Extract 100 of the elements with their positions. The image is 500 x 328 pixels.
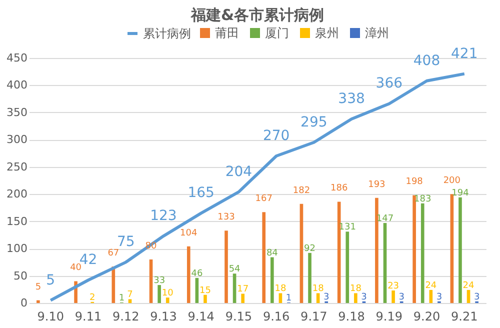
y-tick-label: 300 bbox=[6, 133, 28, 146]
y-tick-label: 400 bbox=[6, 78, 28, 92]
bar bbox=[241, 294, 244, 303]
data-label: 295 bbox=[300, 114, 328, 130]
data-label: 270 bbox=[262, 128, 290, 144]
bar bbox=[308, 252, 312, 303]
data-label: 1 bbox=[118, 293, 125, 304]
data-label: 10 bbox=[162, 288, 174, 299]
data-label: 408 bbox=[413, 52, 440, 69]
data-label: 133 bbox=[218, 212, 235, 223]
x-tick-label: 9.19 bbox=[376, 310, 403, 324]
bar bbox=[316, 293, 320, 303]
y-tick-label: 150 bbox=[6, 214, 28, 228]
data-label: 123 bbox=[150, 208, 177, 224]
bar bbox=[224, 230, 228, 303]
x-tick-label: 9.15 bbox=[225, 310, 252, 324]
x-tick-label: 9.12 bbox=[112, 310, 140, 324]
data-label: 200 bbox=[443, 176, 461, 186]
bar bbox=[158, 285, 161, 303]
legend-label: 厦门 bbox=[265, 26, 289, 40]
legend-label: 泉州 bbox=[315, 26, 339, 40]
bar bbox=[204, 294, 207, 303]
data-label: 104 bbox=[180, 228, 198, 238]
bar bbox=[420, 203, 424, 303]
data-label: 46 bbox=[191, 268, 203, 279]
data-label: 2 bbox=[90, 292, 96, 303]
data-label: 18 bbox=[312, 284, 324, 294]
bar bbox=[232, 274, 236, 303]
data-label: 54 bbox=[228, 264, 241, 275]
data-label: 167 bbox=[255, 194, 272, 204]
data-label: 40 bbox=[70, 263, 82, 274]
x-tick-label: 9.13 bbox=[150, 310, 177, 324]
data-label: 3 bbox=[474, 292, 480, 302]
data-label: 18 bbox=[274, 284, 286, 294]
data-label: 15 bbox=[200, 286, 211, 296]
data-label: 186 bbox=[330, 184, 348, 194]
y-tick-label: 0 bbox=[20, 296, 28, 310]
bar bbox=[412, 195, 416, 303]
data-label: 5 bbox=[46, 272, 56, 288]
data-label: 421 bbox=[451, 46, 478, 62]
data-label: 338 bbox=[338, 90, 365, 107]
bar bbox=[450, 194, 454, 303]
bar bbox=[375, 198, 378, 303]
chart-title: 福建&各市累计病例 bbox=[190, 6, 324, 24]
bar bbox=[149, 259, 153, 303]
bar bbox=[383, 222, 387, 303]
y-tick-label: 50 bbox=[14, 269, 28, 282]
bar bbox=[429, 290, 433, 303]
data-label: 1 bbox=[286, 293, 292, 304]
data-label: 194 bbox=[452, 188, 470, 198]
y-tick-label: 350 bbox=[6, 106, 28, 119]
data-label: 3 bbox=[361, 292, 367, 302]
bar bbox=[458, 197, 462, 303]
data-label: 198 bbox=[406, 177, 424, 188]
bar bbox=[186, 246, 190, 303]
data-label: 33 bbox=[154, 276, 166, 286]
data-label: 24 bbox=[425, 280, 437, 291]
bar bbox=[346, 232, 350, 303]
x-tick-label: 9.20 bbox=[413, 310, 440, 324]
data-label: 23 bbox=[388, 281, 400, 292]
data-label: 193 bbox=[368, 180, 386, 190]
x-tick-label: 9.10 bbox=[37, 310, 64, 324]
bar bbox=[270, 257, 274, 303]
y-tick-label: 450 bbox=[6, 52, 28, 64]
x-tick-label: 9.21 bbox=[451, 310, 478, 324]
data-label: 5 bbox=[35, 282, 42, 292]
data-label: 204 bbox=[225, 164, 252, 180]
x-tick-label: 9.11 bbox=[74, 310, 102, 324]
data-label: 18 bbox=[350, 284, 362, 294]
data-label: 92 bbox=[304, 244, 316, 254]
bar bbox=[112, 266, 116, 303]
y-tick-label: 250 bbox=[6, 160, 28, 174]
data-label: 17 bbox=[237, 284, 249, 295]
bar bbox=[262, 212, 266, 303]
legend-label: 莆田 bbox=[215, 26, 239, 40]
bar bbox=[337, 202, 341, 303]
bar bbox=[466, 290, 470, 303]
data-label: 75 bbox=[116, 234, 135, 250]
bar bbox=[195, 278, 199, 303]
x-tick-label: 9.17 bbox=[300, 310, 328, 324]
data-label: 7 bbox=[127, 290, 133, 300]
data-label: 3 bbox=[398, 292, 404, 302]
bar bbox=[300, 204, 304, 303]
bar bbox=[166, 298, 170, 303]
bar bbox=[278, 293, 282, 303]
x-tick-label: 9.16 bbox=[262, 310, 290, 324]
data-label: 24 bbox=[462, 280, 475, 291]
x-tick-label: 9.14 bbox=[188, 310, 214, 324]
bar bbox=[392, 290, 395, 303]
data-label: 366 bbox=[376, 76, 403, 92]
bar bbox=[36, 300, 40, 303]
y-tick-label: 100 bbox=[6, 242, 28, 256]
bar bbox=[128, 299, 132, 303]
legend-label: 漳州 bbox=[365, 26, 389, 40]
legend-label: 累计病例 bbox=[143, 26, 191, 40]
data-label: 84 bbox=[266, 248, 278, 258]
x-tick-label: 9.18 bbox=[338, 310, 365, 324]
data-label: 3 bbox=[324, 292, 330, 302]
data-label: 67 bbox=[108, 248, 120, 259]
bar bbox=[354, 293, 358, 303]
